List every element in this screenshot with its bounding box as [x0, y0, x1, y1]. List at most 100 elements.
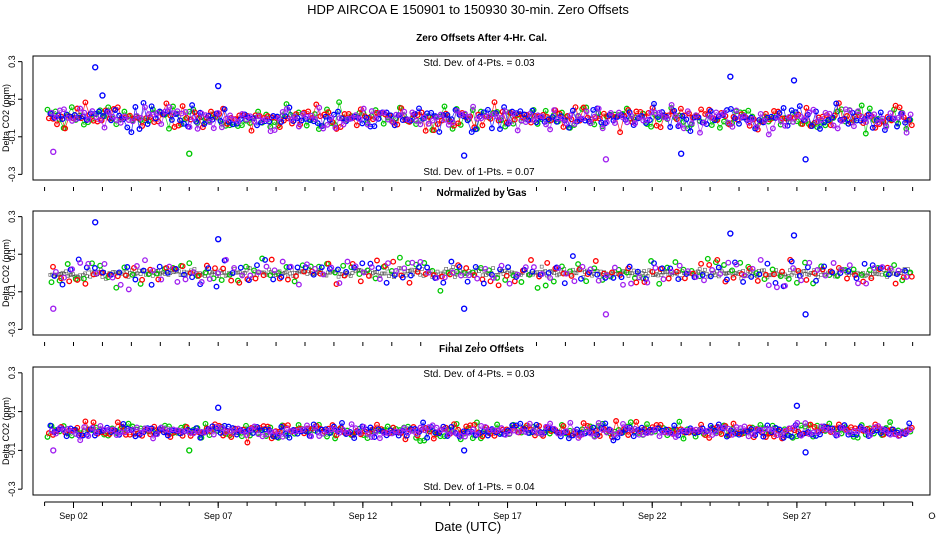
data-point	[498, 262, 505, 269]
data-point	[575, 261, 582, 268]
data-point	[433, 274, 440, 281]
data-point	[397, 112, 404, 119]
data-point	[859, 425, 865, 432]
data-point	[223, 115, 229, 122]
std-dev-1pts-note: Std. Dev. of 1-Pts. = 0.07	[423, 167, 535, 178]
data-point	[121, 264, 128, 271]
data-point	[470, 103, 477, 110]
data-point	[494, 427, 501, 434]
data-point	[811, 270, 818, 277]
data-point	[458, 272, 464, 279]
data-point	[407, 272, 414, 279]
data-point	[699, 272, 706, 278]
data-point	[866, 267, 873, 274]
data-point	[517, 108, 524, 115]
data-point	[231, 264, 238, 271]
data-point	[745, 119, 752, 126]
data-point	[340, 262, 347, 269]
data-point	[729, 267, 736, 274]
data-point	[181, 120, 187, 127]
data-point	[396, 254, 403, 261]
data-point	[313, 101, 320, 108]
data-point	[164, 269, 171, 276]
data-point	[332, 269, 339, 276]
data-point	[152, 115, 159, 122]
outlier-point	[802, 449, 809, 456]
data-point	[217, 429, 224, 436]
data-point	[116, 112, 123, 119]
data-point	[368, 108, 375, 115]
data-point	[609, 269, 615, 276]
data-point	[314, 120, 321, 127]
data-point	[560, 422, 567, 429]
normalized-marker	[78, 273, 82, 278]
data-point	[449, 125, 456, 132]
data-point	[212, 265, 218, 272]
data-point	[174, 278, 181, 285]
normalized-marker	[880, 272, 884, 277]
data-point	[48, 427, 55, 434]
data-point	[352, 112, 359, 119]
data-point	[271, 267, 278, 274]
data-point	[875, 119, 882, 126]
data-point	[466, 429, 473, 436]
outlier-point	[460, 305, 468, 312]
data-point	[808, 123, 815, 129]
data-point	[97, 116, 104, 123]
data-point	[416, 105, 422, 112]
normalized-marker	[697, 267, 702, 271]
data-point	[583, 278, 590, 285]
data-point	[150, 267, 157, 274]
data-point	[725, 119, 732, 126]
series-gas4	[48, 419, 914, 444]
data-point	[295, 281, 302, 288]
data-point	[117, 281, 124, 288]
data-point	[252, 275, 259, 282]
data-point	[263, 263, 270, 270]
y-axis-label: Delta CO2 (ppm)	[1, 239, 11, 307]
data-point	[287, 116, 294, 123]
panel-title: Normalized by Gas	[436, 188, 526, 199]
data-point	[199, 124, 206, 131]
normalized-marker	[803, 269, 808, 273]
data-point	[883, 123, 890, 130]
data-point	[578, 275, 584, 282]
data-point	[539, 271, 545, 278]
data-point	[237, 264, 244, 271]
data-point	[73, 431, 80, 438]
data-point	[125, 286, 132, 293]
data-point	[550, 278, 557, 285]
data-point	[505, 427, 512, 434]
data-point	[769, 426, 776, 433]
data-markers	[48, 219, 915, 318]
data-point	[305, 108, 312, 115]
outlier-point	[802, 311, 809, 318]
data-point	[409, 259, 416, 266]
data-point	[80, 121, 87, 128]
data-point	[444, 111, 451, 118]
data-point	[220, 265, 227, 272]
normalized-marker	[713, 273, 718, 278]
data-point	[814, 267, 821, 273]
data-point	[560, 123, 567, 130]
data-point	[714, 256, 721, 263]
data-point	[505, 264, 512, 271]
data-point	[236, 279, 243, 286]
data-point	[533, 421, 540, 428]
data-point	[567, 112, 574, 119]
x-axis-label: Date (UTC)	[435, 519, 501, 534]
data-point	[101, 124, 108, 131]
data-point	[756, 271, 763, 278]
data-point	[223, 256, 229, 263]
data-point	[317, 270, 324, 277]
data-point	[863, 119, 870, 126]
data-point	[633, 418, 640, 425]
data-point	[627, 419, 634, 426]
data-point	[676, 262, 683, 269]
data-point	[416, 264, 422, 271]
data-point	[806, 109, 813, 116]
data-point	[644, 421, 650, 428]
data-point	[545, 270, 552, 276]
data-point	[375, 265, 382, 272]
